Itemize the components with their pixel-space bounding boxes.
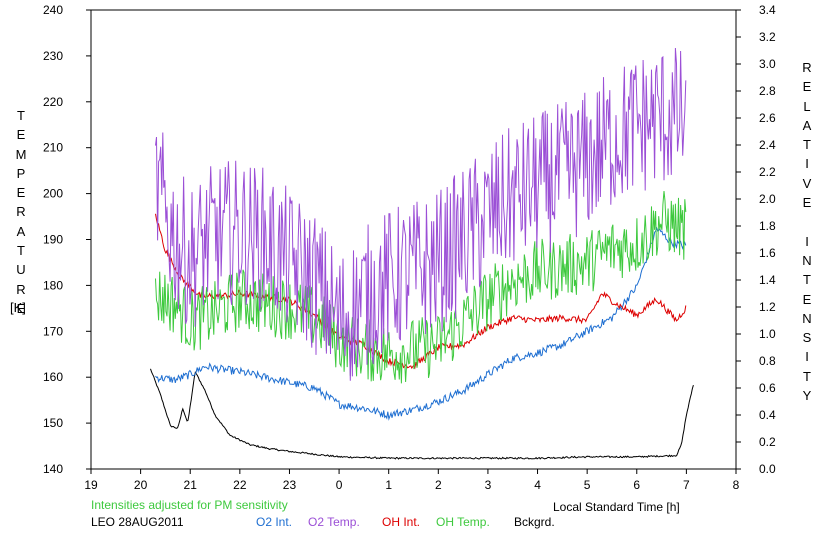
axis-title-letter: E — [802, 195, 812, 211]
axis-title-letter: T — [17, 108, 25, 123]
y-right-tick-label: 2.4 — [759, 138, 776, 152]
legend-bckgrd: Bckgrd. — [514, 515, 555, 529]
x-tick-label: 23 — [283, 478, 297, 492]
series-line-oh-temp — [155, 191, 687, 384]
axis-title-letter: I — [805, 156, 809, 172]
axis-title-letter: R — [16, 204, 26, 220]
axis-title-letter: V — [802, 175, 812, 191]
y-right-tick-label: 1.4 — [759, 273, 776, 287]
axis-title-letter: E — [16, 300, 26, 316]
axes-layer: 19 20 21 22 23 0 1 2 3 4 5 6 7 8140150160170180190200… — [43, 3, 776, 492]
series-line-o2-temp — [155, 47, 687, 381]
y-left-tick-label: 190 — [43, 233, 63, 247]
y-right-tick-label: 0.4 — [759, 408, 776, 422]
x-tick-label: 19 — [84, 478, 98, 492]
y-left-tick-label: 220 — [43, 95, 63, 109]
x-tick-label: 20 — [134, 478, 148, 492]
axis-title-letter: E — [16, 127, 26, 143]
x-tick-label: 6 — [633, 478, 640, 492]
y-right-tick-label: 1.8 — [759, 219, 776, 233]
y-right-tick-label: 0.2 — [759, 435, 776, 449]
y-right-tick-label: 1.2 — [759, 300, 776, 314]
axis-title-letter: E — [16, 185, 26, 201]
y-left-tick-label: 160 — [43, 370, 63, 384]
y-right-tick-label: 2.0 — [759, 192, 776, 206]
axis-title-letter: E — [802, 79, 812, 95]
axis-title-letter: L — [803, 98, 811, 114]
axis-title-letter: T — [803, 272, 811, 288]
y-left-tick-label: 150 — [43, 416, 63, 430]
y-axis-left-unit: [K] — [10, 300, 26, 315]
axis-title-letter: U — [16, 262, 26, 278]
x-tick-label: 1 — [385, 478, 392, 492]
y-right-tick-label: 0.8 — [759, 354, 776, 368]
series-line-bckgrd — [150, 368, 694, 460]
x-tick-label: 4 — [534, 478, 541, 492]
x-tick-label: 7 — [683, 478, 690, 492]
y-left-tick-label: 140 — [43, 462, 63, 476]
y-right-tick-label: 3.4 — [759, 3, 776, 17]
y-left-tick-label: 210 — [43, 141, 63, 155]
x-tick-label: 5 — [584, 478, 591, 492]
axis-title-letter: M — [15, 146, 27, 162]
axis-title-letter: S — [802, 330, 812, 346]
y-right-tick-label: 2.6 — [759, 111, 776, 125]
y-left-tick-label: 200 — [43, 187, 63, 201]
axis-title-letter: T — [803, 137, 811, 153]
x-tick-label: 8 — [733, 478, 740, 492]
x-tick-label: 2 — [435, 478, 442, 492]
station-date: LEO 28AUG2011 — [91, 515, 184, 529]
y-left-tick-label: 240 — [43, 3, 63, 17]
axis-title-letter: A — [802, 117, 812, 133]
y-right-tick-label: 0.6 — [759, 381, 776, 395]
legend-oh-int: OH Int. — [382, 515, 421, 529]
y-left-tick-label: 180 — [43, 278, 63, 292]
axis-title-letter: A — [16, 223, 26, 239]
y-left-tick-label: 230 — [43, 49, 63, 63]
y-right-tick-label: 3.2 — [759, 30, 776, 44]
axis-title-letter: I — [805, 233, 809, 249]
axis-title-letter: P — [16, 165, 26, 181]
axis-title-letter: I — [805, 349, 809, 365]
axis-title-letter: N — [802, 310, 812, 326]
axis-title-letter: E — [802, 291, 812, 307]
axis-title-letter: R — [16, 281, 26, 297]
axis-title-letter: N — [802, 252, 812, 268]
series-line-o2-int — [155, 226, 687, 421]
series-line-oh-int — [155, 213, 687, 370]
adjustment-note: Intensities adjusted for PM sensitivity — [91, 498, 288, 512]
x-tick-label: 22 — [233, 478, 247, 492]
legend-oh-temp: OH Temp. — [436, 515, 490, 529]
axis-title-letter: T — [17, 243, 25, 259]
y-right-tick-label: 2.8 — [759, 84, 776, 98]
y-left-tick-label: 170 — [43, 324, 63, 338]
x-tick-label: 3 — [485, 478, 492, 492]
y-right-tick-label: 1.6 — [759, 246, 776, 260]
y-right-tick-label: 2.2 — [759, 165, 776, 179]
axis-title-letter: T — [803, 368, 811, 384]
y-right-tick-label: 3.0 — [759, 57, 776, 71]
x-tick-label: 0 — [336, 478, 343, 492]
series-layer — [150, 47, 694, 460]
y-right-tick-label: 1.0 — [759, 327, 776, 341]
legend-o2-int: O2 Int. — [256, 515, 293, 529]
x-axis-title: Local Standard Time [h] — [553, 500, 680, 514]
x-tick-label: 21 — [184, 478, 198, 492]
axis-title-letter — [797, 212, 817, 231]
axis-title-letter: R — [802, 60, 812, 75]
legend-o2-temp: O2 Temp. — [308, 515, 360, 529]
axis-title-letter: Y — [802, 388, 812, 404]
y-right-tick-label: 0.0 — [759, 462, 776, 476]
